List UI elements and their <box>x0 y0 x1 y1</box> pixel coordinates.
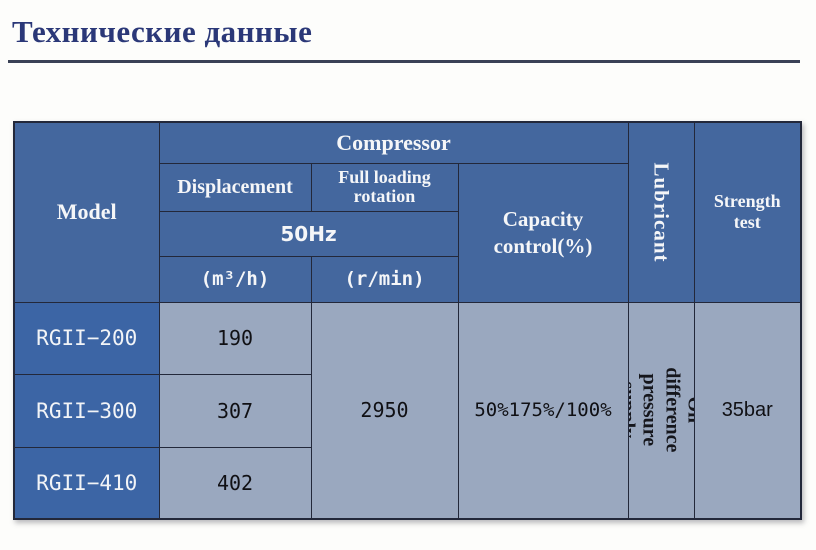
displacement-value: 190 <box>216 326 254 350</box>
header-model: Model <box>13 121 160 303</box>
displacement-value: 307 <box>216 398 254 423</box>
table-row: RGII−300 307 <box>13 373 801 448</box>
header-capacity-control: Capacity control(%) <box>457 162 629 303</box>
rotation-cell-shared: 2950 <box>310 301 459 520</box>
model-label: RGII−410 <box>36 470 138 495</box>
header-strength-test-label: Strength test <box>713 190 781 233</box>
header-full-loading-rotation-label: Full loading rotation <box>338 166 431 206</box>
header-capacity-control-label: Capacity control(%) <box>493 207 593 258</box>
header-compressor-label: Compressor <box>336 129 451 155</box>
table-row: RGII−200 190 2950 50%175%/100% Oil diffe… <box>13 301 802 520</box>
title-underline <box>8 60 800 63</box>
header-lubricant: Lubricant <box>627 121 695 303</box>
capacity-cell-shared: 50%175%/100% <box>457 301 629 520</box>
model-cell-rgii-200: RGII−200 <box>13 301 160 375</box>
header-full-loading-rotation: Full loading rotation <box>310 162 459 212</box>
header-displacement-unit-label: (m³/h) <box>200 268 270 290</box>
model-label: RGII−200 <box>36 326 138 350</box>
technical-data-table: Model Compressor Lubricant Strength test… <box>13 121 803 520</box>
displacement-cell-rgii-300: 307 <box>158 373 312 448</box>
header-model-label: Model <box>56 199 117 225</box>
header-lubricant-label: Lubricant <box>649 162 674 263</box>
page-title: Технические данные <box>12 14 313 49</box>
lubricant-rotated-wrap: Lubricant <box>629 162 693 262</box>
rotation-value: 2950 <box>360 398 409 423</box>
displacement-cell-rgii-410: 402 <box>158 446 312 520</box>
model-cell-rgii-300: RGII−300 <box>13 373 160 448</box>
header-strength-test: Strength test <box>693 121 802 303</box>
header-displacement-label: Displacement <box>177 175 293 198</box>
model-cell-rgii-410: RGII−410 <box>13 446 160 520</box>
header-frequency: 50Hz <box>158 210 459 257</box>
displacement-cell-rgii-200: 190 <box>158 301 312 375</box>
header-frequency-label: 50Hz <box>280 221 337 246</box>
table-row: RGII−410 402 <box>13 446 801 520</box>
header-rotation-unit-label: (r/min) <box>344 268 425 290</box>
header-compressor: Compressor <box>158 121 629 164</box>
header-displacement: Displacement <box>158 162 312 212</box>
capacity-value: 50%175%/100% <box>474 399 612 422</box>
lubricant-cell-shared: Oil difference pressure supply <box>627 301 695 520</box>
header-displacement-unit: (m³/h) <box>158 255 312 303</box>
strength-cell-shared: 35bar <box>693 301 802 520</box>
lubricant-value: Oil difference pressure supply <box>628 367 695 453</box>
oil-rotated-wrap: Oil difference pressure supply <box>628 365 695 455</box>
model-label: RGII−300 <box>36 398 138 423</box>
strength-value: 35bar <box>721 398 773 421</box>
displacement-value: 402 <box>216 470 254 495</box>
header-rotation-unit: (r/min) <box>310 255 459 303</box>
